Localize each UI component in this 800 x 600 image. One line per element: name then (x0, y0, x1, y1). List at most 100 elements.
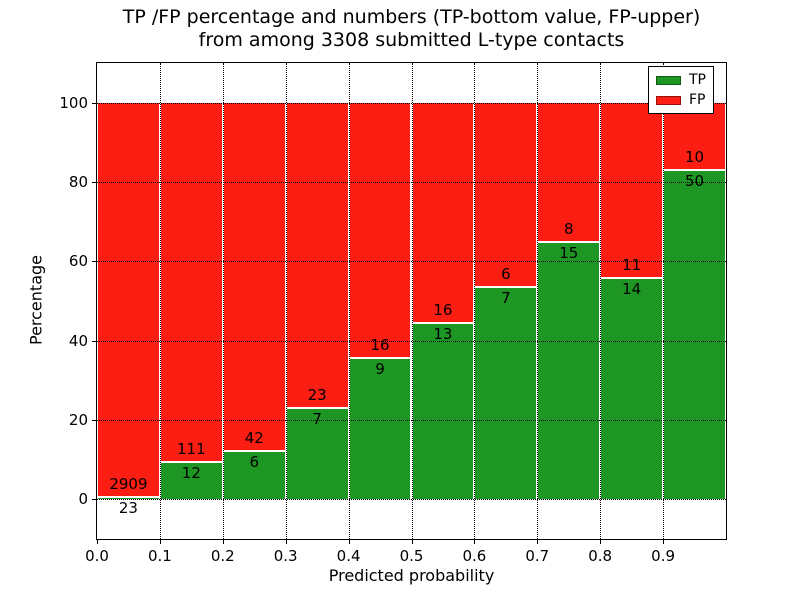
x-tick-label: 0.7 (525, 547, 550, 565)
legend-entry-tp: TP (656, 73, 706, 87)
x-tick-label: 0.4 (336, 547, 361, 565)
y-tick (92, 420, 96, 421)
tp-count-label: 6 (249, 452, 260, 471)
stacked-bar (538, 102, 600, 500)
x-gridline (159, 63, 161, 539)
y-tick-label: 20 (68, 411, 88, 429)
fp-count-label: 6 (501, 264, 511, 283)
x-tick (285, 540, 287, 544)
y-tick (92, 102, 96, 104)
y-gridline (97, 261, 726, 263)
fp-count-label: 2909 (109, 475, 148, 494)
stacked-bar (601, 102, 663, 500)
x-tick-label: 0.2 (210, 547, 235, 565)
x-tick (600, 540, 602, 544)
tp-count-label: 13 (433, 324, 453, 343)
tp-segment (475, 285, 537, 500)
plot-area: TP FP 2909 23 111 12 42 6 23 7 16 9 16 13 6 7 8 15 11 14 1… (96, 62, 727, 540)
x-tick (222, 540, 224, 544)
stacked-bar (286, 102, 348, 500)
fp-count-label: 111 (177, 439, 206, 458)
tp-segment (538, 240, 600, 500)
y-gridline (97, 182, 726, 183)
stacked-bar (98, 102, 159, 500)
fp-count-label: 10 (684, 147, 705, 166)
y-gridline (97, 499, 726, 501)
tp-count-label: 14 (622, 280, 642, 299)
fp-count-label: 16 (433, 300, 453, 319)
x-tick-label: 0.9 (651, 547, 676, 565)
x-tick-label: 0.1 (147, 547, 172, 565)
x-gridline (411, 63, 413, 539)
x-gridline (285, 63, 287, 539)
legend-label-tp: TP (689, 72, 706, 88)
tp-segment (98, 496, 159, 500)
x-tick (537, 540, 539, 544)
x-tick (159, 540, 161, 544)
x-gridline (474, 63, 476, 539)
y-tick-label: 100 (59, 93, 88, 112)
stacked-bar (349, 102, 411, 500)
tp-segment (349, 356, 411, 500)
tp-legend-swatch-icon (656, 75, 681, 85)
y-tick-label: 0 (78, 490, 88, 509)
tp-count-label: 23 (118, 499, 138, 518)
x-tick (474, 540, 476, 544)
tp-count-label: 7 (501, 288, 511, 307)
fp-count-label: 42 (244, 428, 264, 447)
x-gridline (600, 63, 602, 539)
tp-segment (664, 168, 725, 500)
y-tick-label: 80 (68, 173, 88, 191)
stacked-bar (412, 102, 474, 500)
tp-segment (412, 321, 474, 500)
tp-segment (601, 277, 663, 500)
y-tick-label: 60 (68, 252, 88, 271)
y-tick (92, 261, 96, 263)
x-tick-label: 0.8 (588, 547, 613, 565)
chart-title: TP /FP percentage and numbers (TP-bottom… (96, 6, 727, 52)
y-tick-label: 40 (68, 331, 88, 350)
x-tick (97, 540, 98, 544)
x-gridline (663, 63, 665, 539)
y-tick (92, 340, 96, 342)
x-axis-label: Predicted probability (328, 566, 495, 585)
x-tick (663, 540, 665, 544)
fp-legend-swatch-icon (656, 95, 681, 105)
x-tick (348, 540, 350, 544)
fp-count-label: 23 (307, 385, 327, 404)
stacked-bar (223, 102, 285, 500)
x-gridline (222, 63, 224, 539)
y-gridline (97, 420, 726, 421)
legend-label-fp: FP (689, 92, 706, 108)
tp-segment (223, 449, 285, 500)
stacked-bar (160, 102, 222, 500)
chart-title-line-1: TP /FP percentage and numbers (TP-bottom… (122, 6, 701, 28)
stacked-bar (664, 102, 725, 500)
y-gridline (97, 340, 726, 342)
x-tick-label: 0.5 (399, 547, 424, 565)
tp-count-label: 7 (312, 409, 322, 428)
tp-count-label: 9 (375, 359, 385, 378)
x-gridline (537, 63, 539, 539)
x-gridline (348, 63, 350, 539)
chart-title-line-2: from among 3308 submitted L-type contact… (198, 29, 625, 51)
legend-entry-fp: FP (656, 93, 706, 107)
fp-count-label: 8 (563, 219, 574, 238)
x-tick (411, 540, 413, 544)
stacked-bar (475, 102, 537, 500)
fp-count-label: 11 (622, 256, 642, 275)
y-gridline (97, 102, 726, 104)
x-tick-label: 0.6 (462, 547, 487, 565)
tp-count-label: 50 (684, 171, 705, 190)
tp-segment (286, 406, 348, 500)
x-tick-label: 0.3 (273, 547, 298, 565)
y-tick (92, 499, 96, 501)
fp-count-label: 16 (370, 335, 390, 354)
x-tick-label: 0.0 (85, 547, 109, 565)
tp-segment (160, 460, 222, 500)
tp-count-label: 15 (559, 243, 579, 262)
y-tick (92, 182, 96, 183)
legend: TP FP (648, 66, 714, 114)
tp-count-label: 12 (181, 463, 201, 482)
